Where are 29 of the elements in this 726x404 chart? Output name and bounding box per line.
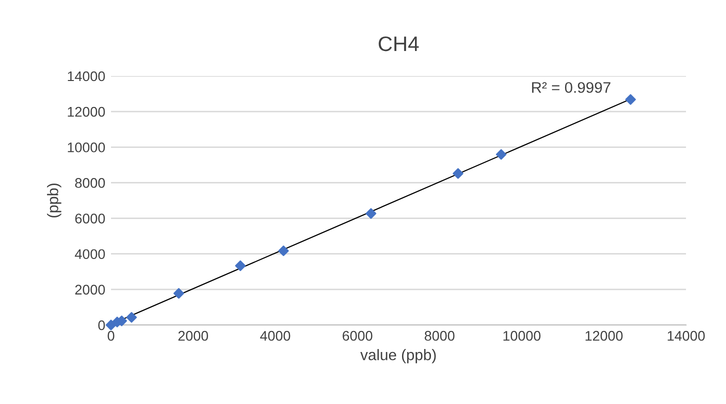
point [452, 168, 464, 179]
y-tick-label: 12000 [68, 106, 105, 117]
x-tick-label: 4000 [260, 330, 290, 341]
x-tick-label: 10000 [503, 330, 540, 341]
x-tick-label: 0 [108, 330, 114, 341]
point [366, 208, 376, 219]
point [235, 260, 246, 272]
y-axis-title: (ppb) [47, 184, 62, 218]
y-tick-label: 14000 [68, 71, 105, 82]
y-tick-label: 8000 [75, 178, 105, 188]
x-tick-label: 14000 [668, 330, 705, 341]
chart-title: CH4 [378, 36, 419, 52]
point [625, 94, 636, 105]
x-tick-label: 2000 [178, 330, 208, 341]
y-tick-label: 6000 [75, 214, 105, 224]
annotation: R² = 0.9997 [532, 82, 610, 93]
point [496, 149, 506, 160]
point [173, 288, 184, 299]
x-tick-label: 6000 [342, 330, 372, 341]
point [106, 320, 116, 330]
y-tick-label: 4000 [74, 249, 105, 260]
x-tick-label: 8000 [424, 330, 454, 341]
point [126, 312, 137, 323]
point [278, 246, 289, 256]
y-tick-label: 2000 [75, 284, 105, 295]
x-axis-title: value (ppb) [360, 349, 436, 364]
y-tick-label: 0 [98, 320, 105, 330]
x-tick-label: 12000 [586, 330, 623, 341]
y-tick-label: 10000 [68, 142, 105, 152]
